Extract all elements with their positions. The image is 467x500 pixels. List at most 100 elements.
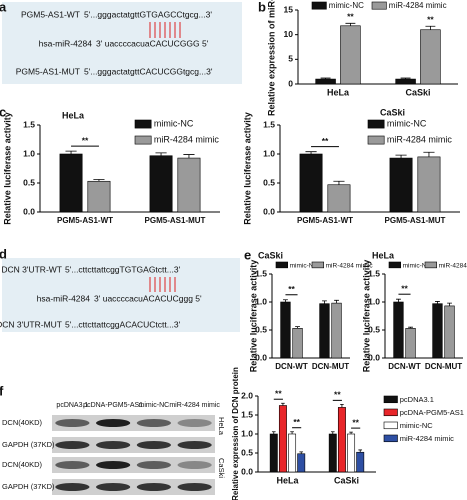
panel-box <box>2 258 240 332</box>
legend-label: mimic-NC <box>154 118 194 128</box>
y-tick-label: 0.5 <box>241 447 253 457</box>
legend-label: miR-4284 mimic <box>326 263 374 270</box>
legend-label: miR-4284 mimic <box>400 434 454 443</box>
legend-swatch <box>367 119 385 129</box>
error-bar <box>65 150 77 154</box>
band <box>136 461 171 469</box>
seq-name: DCN 3'UTR-MUT <box>0 319 62 329</box>
sequence: 5'...gggactatgttCACUCGGtgcg...3' <box>84 66 213 76</box>
y-tick-label: 0.5 <box>23 177 35 187</box>
error-bar <box>435 301 440 304</box>
band <box>55 483 90 491</box>
y-tick-label: 1.0 <box>368 296 380 306</box>
bar <box>315 78 336 85</box>
sequence: 5'...gggactatgttGTGAGCCtgcg...3' <box>84 9 212 19</box>
legend-swatch <box>367 135 385 145</box>
bar <box>177 157 201 213</box>
column-label: pcDNA3.1 <box>56 402 88 409</box>
bar <box>297 453 306 473</box>
column-label: pcDNA-PGM5-AS1 <box>83 402 143 409</box>
panel-box <box>2 2 242 84</box>
error-bar <box>330 431 335 434</box>
y-tick-label: 0.5 <box>368 324 380 334</box>
seq-name: hsa-miR-4284 <box>37 293 91 303</box>
y-tick-label: 1.5 <box>368 268 380 278</box>
chart-title: CaSki <box>380 107 405 117</box>
band <box>177 419 212 427</box>
band <box>96 441 131 449</box>
y-tick-label: 1.5 <box>23 119 35 129</box>
pairing-lines <box>149 277 176 292</box>
band <box>96 461 131 469</box>
y-tick-label: 15 <box>284 4 294 14</box>
seq-name: PGM5-AS1-MUT <box>16 66 80 76</box>
x-tick-label: DCN-MUT <box>312 362 349 371</box>
bar <box>405 328 416 359</box>
legend-swatch <box>383 421 398 430</box>
legend-label: miR-4284 mimic <box>387 134 453 144</box>
panel-label: c <box>0 104 6 119</box>
significance: ** <box>334 390 341 400</box>
row-label: GAPDH (37KD) <box>2 482 55 491</box>
bar <box>395 78 416 85</box>
sequence: 5'...cttcttattcggACACUCtctt...3' <box>65 319 181 329</box>
bar <box>327 184 351 213</box>
y-tick-label: 0.5 <box>255 324 267 334</box>
seq-name: hsa-miR-4284 <box>39 38 93 48</box>
band <box>136 419 171 427</box>
error-bar <box>408 326 413 329</box>
error-bar <box>283 299 288 302</box>
bar <box>278 405 287 473</box>
bar <box>299 153 323 213</box>
y-tick-label: 0.5 <box>263 177 275 187</box>
bar <box>280 301 291 359</box>
band <box>136 483 171 491</box>
error-bar <box>155 152 167 156</box>
y-tick-label: 0.0 <box>255 352 267 362</box>
significance: ** <box>322 136 329 146</box>
error-bar <box>320 77 331 80</box>
legend-swatch <box>371 1 387 10</box>
x-tick-label: PGM5-AS1-WT <box>57 216 113 225</box>
panel-label: e <box>244 247 251 262</box>
y-tick-label: 1.5 <box>263 119 275 129</box>
y-tick-label: 0 <box>288 78 293 88</box>
significance: ** <box>401 283 408 293</box>
legend-swatch <box>134 135 152 145</box>
sequence: 3' uaccccacuACACUCggg 5' <box>94 293 202 303</box>
sequence: 5'...cttcttattcggTGTGAGtctt...3' <box>65 264 181 274</box>
error-bar <box>295 326 300 329</box>
error-bar <box>349 431 353 434</box>
row-label: DCN(40KD) <box>2 460 43 469</box>
error-bar <box>425 25 436 30</box>
bar <box>337 407 346 473</box>
legend-swatch <box>383 434 398 443</box>
x-tick-label: CaSki <box>334 475 359 485</box>
y-tick-label: 0.0 <box>263 206 275 216</box>
significance: ** <box>275 388 282 398</box>
bar <box>393 301 404 359</box>
error-bar <box>395 154 407 159</box>
band <box>177 483 212 491</box>
bar <box>269 433 278 473</box>
legend-label: mimic-NC <box>329 1 364 10</box>
y-axis-label: Relative expression of miR-4284 <box>266 0 276 116</box>
row-label: GAPDH (37KD) <box>2 440 55 449</box>
legend-label: mimic-NC <box>403 263 432 270</box>
y-tick-label: 0.0 <box>241 466 253 476</box>
blot-strip <box>52 437 215 453</box>
significance: ** <box>352 417 359 427</box>
legend-swatch <box>311 261 324 269</box>
error-bar <box>271 431 276 434</box>
x-tick-label: DCN-MUT <box>425 362 462 371</box>
panel-label: a <box>0 0 7 14</box>
legend-label: pcDNA-PGM5-AS1 <box>400 408 464 417</box>
band <box>96 419 131 427</box>
band <box>55 419 90 427</box>
band <box>177 461 212 469</box>
legend-label: mimic-NC <box>387 118 427 128</box>
x-tick-label: HeLa <box>327 87 350 97</box>
sequence: 3' uaccccacuaCACUCGGG 5' <box>96 38 209 48</box>
y-tick-label: 0.0 <box>23 206 35 216</box>
error-bar <box>447 302 452 306</box>
